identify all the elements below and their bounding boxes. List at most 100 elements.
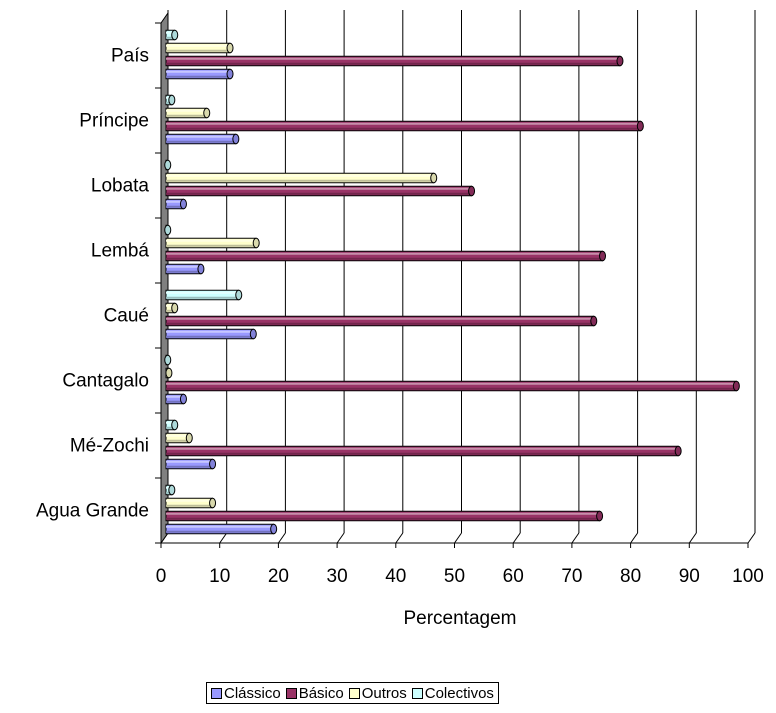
bar-end-cap [590, 315, 598, 327]
legend-item: Básico [285, 684, 344, 702]
y-tick-label: País [111, 46, 149, 67]
legend-swatch [285, 687, 297, 699]
bar-shade [166, 179, 434, 182]
bar-end-cap [468, 185, 476, 197]
y-tick-label: Cantagalo [62, 371, 149, 392]
bar-shade [166, 465, 213, 468]
bar-highlight [166, 304, 175, 307]
gridlines [160, 10, 756, 544]
bar-shade [166, 530, 274, 533]
bar-end-cap [168, 484, 176, 496]
bar-highlight [166, 434, 190, 437]
gridline-base [454, 532, 462, 544]
gridline-base [512, 532, 521, 544]
gridline-base [630, 532, 639, 544]
bar-end-cap [252, 237, 260, 249]
bar-shade [166, 504, 213, 507]
bar-shade [166, 309, 175, 312]
gridline-base [277, 532, 286, 544]
bar-shade [166, 517, 600, 520]
bar-shade [166, 257, 603, 260]
legend-label: Outros [361, 684, 407, 702]
y-tick-label: Agua Grande [36, 501, 149, 522]
bar-highlight [166, 525, 274, 528]
bar-shade [166, 49, 231, 52]
bar-shade [166, 296, 239, 299]
gridline-base [571, 532, 580, 544]
bar-end-cap [164, 159, 172, 171]
bar-shade [166, 400, 184, 403]
y-tick-label: Príncipe [79, 111, 149, 132]
bar-highlight [166, 291, 239, 294]
bar-shade [166, 335, 254, 338]
x-tick-label: 40 [385, 566, 406, 587]
bars [164, 29, 740, 535]
x-tick-label: 100 [732, 566, 764, 587]
bar-highlight [166, 135, 236, 138]
bar-shade [166, 114, 207, 117]
x-tick-label: 50 [444, 566, 465, 587]
y-tick-label: Caué [104, 306, 149, 327]
bar-shade [166, 426, 175, 429]
legend-label: Básico [298, 684, 344, 702]
bar-shade [166, 439, 190, 442]
x-tick-label: 30 [327, 566, 348, 587]
bar-end-cap [164, 354, 172, 366]
bar-end-cap [185, 432, 193, 444]
bar-end-cap [226, 42, 234, 54]
legend-item: Clássico [211, 685, 281, 702]
bar-highlight [166, 122, 641, 125]
x-tick-label: 60 [503, 566, 524, 587]
bar-end-cap [226, 68, 234, 80]
gridline-base [336, 532, 345, 544]
y-tick-label: Mé-Zochi [70, 436, 149, 457]
bar-shade [166, 205, 184, 208]
bar-shade [166, 270, 201, 273]
bar-highlight [166, 447, 679, 450]
bar-end-cap [599, 250, 606, 262]
bar-end-cap [235, 289, 243, 301]
legend-swatch [348, 687, 360, 699]
bar-end-cap [209, 497, 217, 509]
bar-end-cap [171, 29, 179, 41]
legend-swatch [411, 687, 423, 699]
bar-end-cap [164, 224, 172, 236]
bar-highlight [166, 499, 213, 502]
bar-highlight [166, 109, 207, 112]
bar-highlight [166, 252, 603, 255]
x-tick-label: 90 [679, 566, 700, 587]
bar-highlight [166, 330, 254, 333]
bar-end-cap [249, 328, 257, 340]
gridline-base [219, 532, 228, 544]
x-tick-label: 70 [561, 566, 582, 587]
gridline-base [688, 532, 697, 544]
legend-label: Colectivos [424, 684, 494, 702]
x-tick-label: 20 [268, 566, 289, 587]
bar-shade [166, 322, 594, 325]
bar-highlight [166, 44, 231, 47]
bar-highlight [166, 239, 257, 242]
bar-end-cap [732, 380, 740, 392]
bar-end-cap [197, 263, 205, 275]
bar-highlight [166, 421, 175, 424]
bar-end-cap [165, 367, 173, 379]
bar-end-cap [171, 302, 179, 314]
bar-end-cap [232, 133, 240, 145]
bar-end-cap [179, 198, 187, 210]
bar-highlight [166, 57, 620, 60]
bar-end-cap [209, 458, 217, 470]
bar-highlight [166, 265, 201, 268]
bar-highlight [166, 317, 594, 320]
legend-label: Clássico [224, 684, 281, 702]
bar-shade [166, 140, 236, 143]
bar-shade [166, 36, 175, 39]
bar-end-cap [168, 94, 176, 106]
bar-highlight [166, 512, 600, 515]
x-axis-title: Percentagem [403, 608, 516, 629]
y-tick-label: Lobata [91, 176, 150, 197]
bar-shade [166, 244, 257, 247]
x-tick-label: 10 [209, 566, 230, 587]
bar-shade [166, 387, 737, 390]
bar-end-cap [270, 523, 278, 535]
bar-highlight [166, 395, 184, 398]
